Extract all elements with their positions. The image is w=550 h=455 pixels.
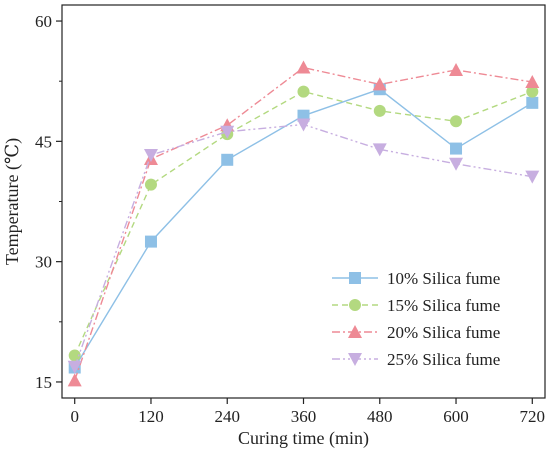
data-point (296, 60, 311, 74)
x-tick-label: 240 (214, 407, 240, 426)
x-tick-label: 360 (291, 407, 317, 426)
x-tick-label: 120 (138, 407, 164, 426)
legend-marker (349, 299, 361, 311)
data-point (526, 85, 539, 98)
data-point (526, 96, 539, 109)
legend-item: 10% Silica fume (332, 269, 500, 288)
x-tick-label: 720 (520, 407, 546, 426)
data-point (221, 153, 234, 166)
legend-marker (348, 325, 362, 338)
data-point (450, 115, 463, 128)
series-1 (68, 83, 539, 374)
axes-layer: 0 120 240 360 480 600 720 15 30 45 60 (35, 4, 546, 426)
data-point (450, 142, 463, 155)
y-tick-label: 15 (35, 373, 52, 392)
x-axis-title: Curing time (min) (238, 428, 369, 449)
x-tick-label: 480 (367, 407, 393, 426)
data-point (449, 157, 464, 171)
data-point (373, 104, 386, 117)
data-point (143, 148, 158, 162)
data-point (525, 170, 540, 184)
data-point (296, 118, 311, 132)
legend-marker (349, 272, 361, 284)
legend-label: 25% Silica fume (387, 350, 500, 369)
y-tick-label: 30 (35, 253, 52, 272)
legend-label: 10% Silica fume (387, 269, 500, 288)
data-point (525, 74, 540, 88)
data-point (67, 373, 82, 387)
data-point (144, 178, 157, 191)
data-point (220, 125, 235, 139)
x-tick-label: 600 (443, 407, 469, 426)
legend-marker (348, 353, 362, 366)
data-point (372, 143, 387, 157)
data-point (372, 77, 387, 91)
legend-item: 25% Silica fume (332, 350, 500, 369)
legend: 10% Silica fume 15% Silica fume 20% Silica… (332, 269, 500, 369)
y-tick-label: 45 (35, 132, 52, 151)
legend-item: 20% Silica fume (332, 323, 500, 342)
data-point (68, 349, 81, 362)
legend-label: 20% Silica fume (387, 323, 500, 342)
y-tick-label: 60 (35, 12, 52, 31)
legend-label: 15% Silica fume (387, 296, 500, 315)
data-point (67, 360, 82, 374)
x-tick-label: 0 (70, 407, 79, 426)
data-point (297, 85, 310, 98)
y-axis-title: Temperature (℃) (2, 138, 23, 265)
legend-item: 15% Silica fume (332, 296, 500, 315)
series-layer (67, 60, 540, 387)
data-point (144, 235, 157, 248)
series-4 (67, 118, 540, 374)
data-point (449, 62, 464, 76)
